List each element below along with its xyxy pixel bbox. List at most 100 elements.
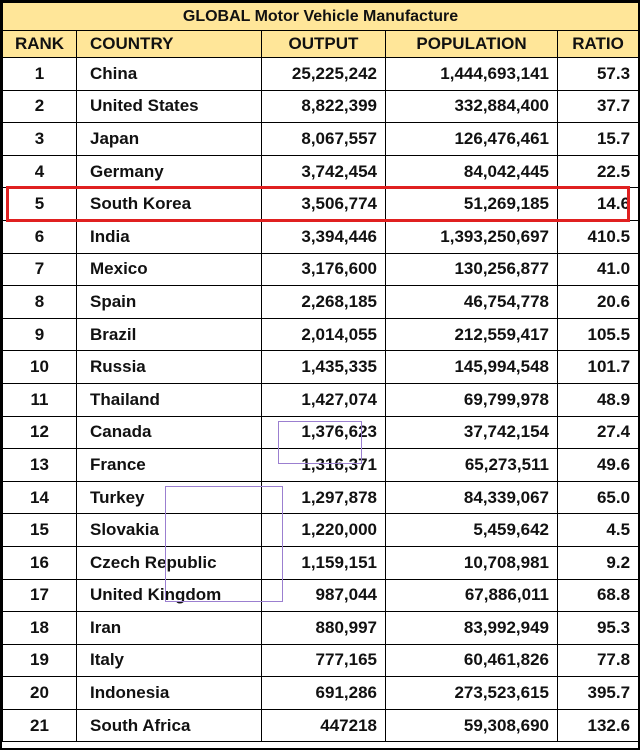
ratio-cell: 4.5	[556, 513, 640, 547]
table-row: 21 South Africa 447218 59,308,690 132.6	[2, 708, 640, 743]
ratio-cell: 395.7	[556, 676, 640, 710]
population-cell: 65,273,511	[385, 448, 558, 482]
population-cell: 5,459,642	[385, 513, 558, 547]
output-cell: 2,268,185	[261, 285, 386, 319]
table-row: 17 United Kingdom 987,044 67,886,011 68.8	[2, 578, 640, 613]
country-cell: Czech Republic	[76, 545, 262, 580]
column-header-rank: RANK	[2, 30, 77, 58]
population-cell: 332,884,400	[385, 89, 558, 124]
population-cell: 273,523,615	[385, 676, 558, 710]
output-cell: 1,316,371	[261, 448, 386, 482]
country-cell: France	[76, 448, 262, 482]
table-row: 20 Indonesia 691,286 273,523,615 395.7	[2, 676, 640, 710]
country-cell: United States	[76, 89, 262, 124]
ratio-cell: 20.6	[556, 285, 640, 319]
ratio-cell: 77.8	[556, 643, 640, 678]
rank-cell: 15	[2, 513, 77, 547]
ratio-cell: 48.9	[556, 382, 640, 417]
rank-cell: 11	[2, 382, 77, 417]
population-cell: 67,886,011	[385, 578, 558, 613]
country-cell: Iran	[76, 611, 262, 645]
table-row: 16 Czech Republic 1,159,151 10,708,981 9.2	[2, 545, 640, 580]
table-row: 2 United States 8,822,399 332,884,400 37.7	[2, 89, 640, 124]
ratio-cell: 65.0	[556, 480, 640, 515]
output-cell: 1,427,074	[261, 382, 386, 417]
ratio-cell: 57.3	[556, 57, 640, 91]
ratio-cell: 49.6	[556, 448, 640, 482]
ratio-cell: 14.6	[556, 187, 640, 221]
rank-cell: 8	[2, 285, 77, 319]
output-cell: 447218	[261, 708, 386, 743]
population-cell: 59,308,690	[385, 708, 558, 743]
output-cell: 1,297,878	[261, 480, 386, 515]
rank-cell: 9	[2, 317, 77, 352]
country-cell: Canada	[76, 415, 262, 450]
table-body: 1 China 25,225,242 1,444,693,141 57.3 2 United…	[2, 57, 640, 743]
country-cell: India	[76, 219, 262, 254]
column-header-country: COUNTRY	[76, 30, 262, 58]
population-cell: 51,269,185	[385, 187, 558, 221]
rank-cell: 6	[2, 219, 77, 254]
output-cell: 691,286	[261, 676, 386, 710]
country-cell: Italy	[76, 643, 262, 678]
column-header-ratio: RATIO	[556, 30, 640, 58]
output-cell: 8,067,557	[261, 122, 386, 156]
country-cell: South Korea	[76, 187, 262, 221]
population-cell: 10,708,981	[385, 545, 558, 580]
output-cell: 1,159,151	[261, 545, 386, 580]
ratio-cell: 22.5	[556, 154, 640, 189]
rank-cell: 10	[2, 350, 77, 384]
country-cell: South Africa	[76, 708, 262, 743]
population-cell: 83,992,949	[385, 611, 558, 645]
population-cell: 84,042,445	[385, 154, 558, 189]
country-cell: Russia	[76, 350, 262, 384]
country-cell: Mexico	[76, 252, 262, 287]
table-row: 1 China 25,225,242 1,444,693,141 57.3	[2, 57, 640, 91]
rank-cell: 2	[2, 89, 77, 124]
output-cell: 25,225,242	[261, 57, 386, 91]
table-row: 3 Japan 8,067,557 126,476,461 15.7	[2, 122, 640, 156]
ratio-cell: 132.6	[556, 708, 640, 743]
population-cell: 1,393,250,697	[385, 219, 558, 254]
rank-cell: 20	[2, 676, 77, 710]
table-row: 14 Turkey 1,297,878 84,339,067 65.0	[2, 480, 640, 515]
output-cell: 880,997	[261, 611, 386, 645]
table-row: 15 Slovakia 1,220,000 5,459,642 4.5	[2, 513, 640, 547]
output-cell: 3,176,600	[261, 252, 386, 287]
column-header-population: POPULATION	[385, 30, 558, 58]
column-header-output: OUTPUT	[261, 30, 386, 58]
rank-cell: 5	[2, 187, 77, 221]
ratio-cell: 9.2	[556, 545, 640, 580]
output-cell: 2,014,055	[261, 317, 386, 352]
title-row: GLOBAL Motor Vehicle Manufacture	[1, 2, 640, 31]
rank-cell: 3	[2, 122, 77, 156]
table-row: 7 Mexico 3,176,600 130,256,877 41.0	[2, 252, 640, 287]
population-cell: 145,994,548	[385, 350, 558, 384]
country-cell: Spain	[76, 285, 262, 319]
country-cell: China	[76, 57, 262, 91]
rank-cell: 21	[2, 708, 77, 743]
rank-cell: 13	[2, 448, 77, 482]
output-cell: 777,165	[261, 643, 386, 678]
table-row: 4 Germany 3,742,454 84,042,445 22.5	[2, 154, 640, 189]
population-cell: 84,339,067	[385, 480, 558, 515]
rank-cell: 18	[2, 611, 77, 645]
population-cell: 212,559,417	[385, 317, 558, 352]
rank-cell: 1	[2, 57, 77, 91]
country-cell: Thailand	[76, 382, 262, 417]
header-row: RANK COUNTRY OUTPUT POPULATION RATIO	[2, 30, 640, 58]
rank-cell: 16	[2, 545, 77, 580]
population-cell: 69,799,978	[385, 382, 558, 417]
output-cell: 3,506,774	[261, 187, 386, 221]
ratio-cell: 15.7	[556, 122, 640, 156]
country-cell: Japan	[76, 122, 262, 156]
output-cell: 1,376,623	[261, 415, 386, 450]
ratio-cell: 37.7	[556, 89, 640, 124]
output-cell: 3,394,446	[261, 219, 386, 254]
table-row: 10 Russia 1,435,335 145,994,548 101.7	[2, 350, 640, 384]
ratio-cell: 101.7	[556, 350, 640, 384]
ratio-cell: 41.0	[556, 252, 640, 287]
rank-cell: 7	[2, 252, 77, 287]
output-cell: 3,742,454	[261, 154, 386, 189]
